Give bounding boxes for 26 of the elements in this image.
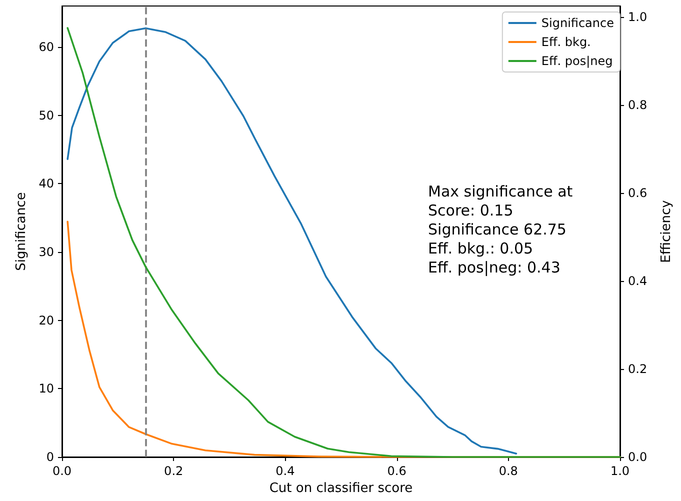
y-tick-label: 60 xyxy=(38,40,54,54)
x-tick-label: 0.0 xyxy=(52,464,72,478)
legend-label: Significance xyxy=(541,16,614,30)
y-tick-label: 20 xyxy=(38,313,54,328)
legend-label: Eff. bkg. xyxy=(541,35,591,49)
x-tick-label: 0.8 xyxy=(498,464,518,478)
y2-tick-label: 0.0 xyxy=(628,450,648,464)
x-tick-label: 1.0 xyxy=(610,464,630,478)
y2-tick-label: 0.6 xyxy=(628,186,648,200)
y2-tick-label: 0.4 xyxy=(628,274,648,288)
y-tick-label: 10 xyxy=(38,382,54,396)
y-tick-label: 30 xyxy=(38,245,54,259)
x-tick-label: 0.2 xyxy=(164,464,184,478)
y-tick-label: 0 xyxy=(46,450,54,464)
annotation: Max significance at Score: 0.15 Significance 62.75 Eff. bkg.: 0.05 Eff. pos|neg: 0.43 xyxy=(428,182,573,276)
x-axis-title: Cut on classifier score xyxy=(269,480,413,496)
x-tick-label: 0.4 xyxy=(276,464,295,478)
y-axis-title: Significance xyxy=(14,192,29,271)
y2-axis-title: Efficiency xyxy=(659,200,674,263)
y-tick-label: 40 xyxy=(38,176,54,191)
y2-tick-label: 0.8 xyxy=(628,98,648,112)
legend-label: Eff. pos|neg xyxy=(541,54,613,68)
y2-tick-label: 1.0 xyxy=(628,10,648,24)
x-tick-label: 0.6 xyxy=(387,464,406,478)
y-tick-label: 50 xyxy=(38,108,54,122)
y2-tick-label: 0.2 xyxy=(628,362,648,376)
